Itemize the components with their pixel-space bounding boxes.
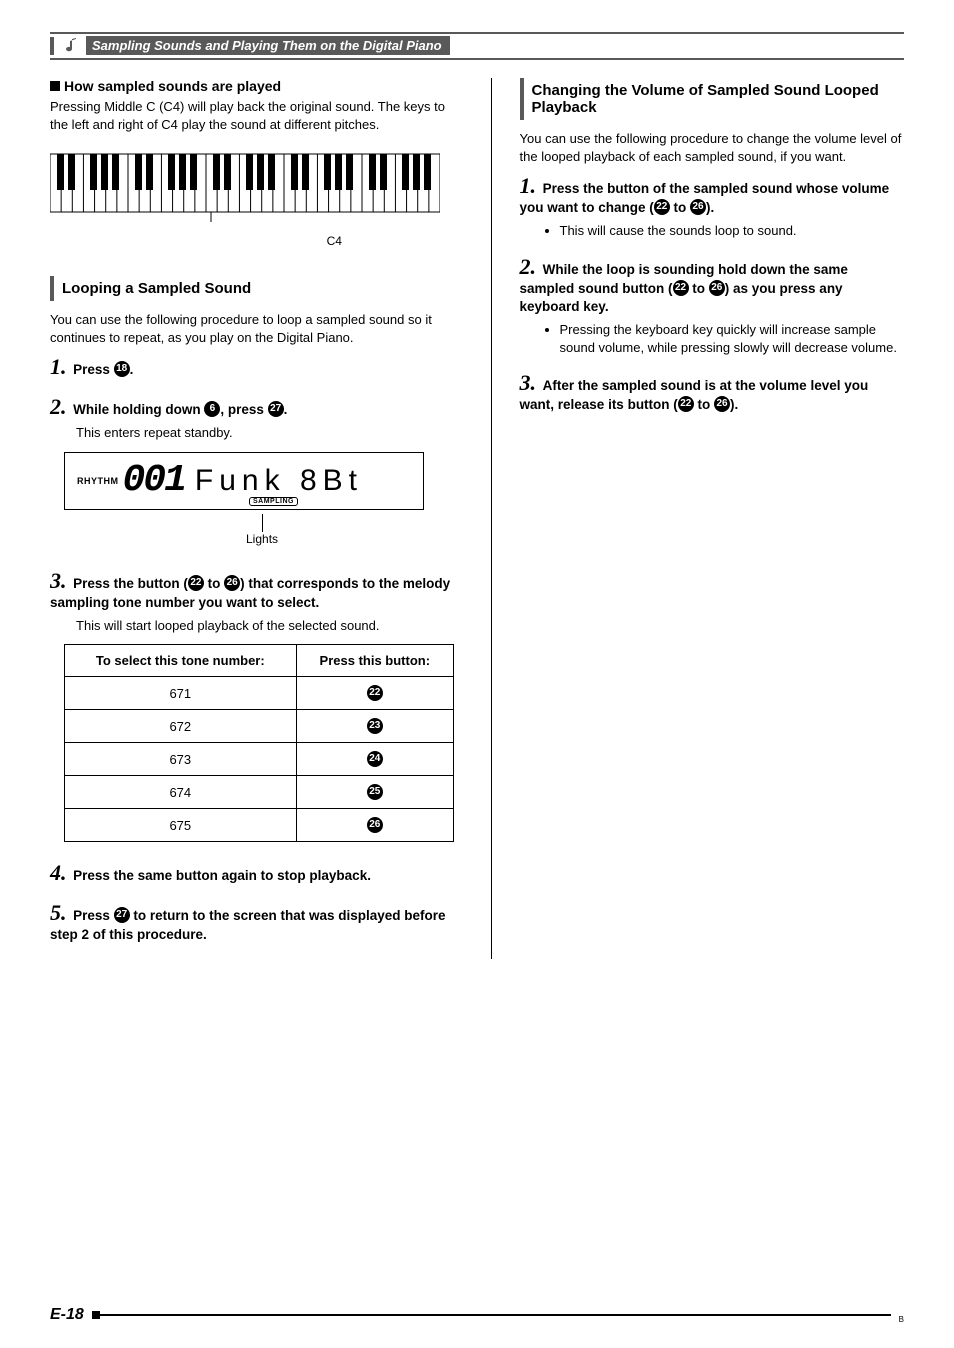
lcd-segment: 001 [123, 459, 185, 502]
bullet-item: This will cause the sounds loop to sound… [560, 222, 904, 240]
button-ref-icon: 6 [204, 401, 220, 417]
step-2: 2. While holding down 6, press 27. This … [50, 394, 463, 546]
keyboard-diagram [50, 145, 440, 233]
banner-title: Sampling Sounds and Playing Them on the … [86, 36, 450, 55]
footer-mark: B [899, 1315, 904, 1324]
table-row: 67324 [65, 743, 454, 776]
button-ref-icon: 22 [654, 199, 670, 215]
square-bullet-icon [50, 81, 60, 91]
step-1: 1. Press 18. [50, 354, 463, 380]
step-number: 4. [50, 860, 67, 885]
bullet-item: Pressing the keyboard key quickly will i… [560, 321, 904, 356]
lcd-display: RHYTHM 001 Funk 8Bt SAMPLING [64, 452, 424, 510]
button-ref-icon: 27 [114, 907, 130, 923]
page-banner: Sampling Sounds and Playing Them on the … [50, 32, 904, 60]
table-header: To select this tone number: [65, 645, 297, 677]
step-3: 3. After the sampled sound is at the vol… [520, 370, 904, 415]
footer-dot-icon [92, 1311, 100, 1319]
step-1: 1. Press the button of the sampled sound… [520, 173, 904, 239]
section-volume: Changing the Volume of Sampled Sound Loo… [520, 78, 904, 120]
c4-label: C4 [206, 234, 463, 248]
button-ref-icon: 23 [367, 718, 383, 734]
paragraph: You can use the following procedure to c… [520, 130, 904, 165]
step-number: 1. [520, 173, 537, 198]
paragraph: Pressing Middle C (C4) will play back th… [50, 98, 463, 133]
lights-label: Lights [246, 532, 463, 546]
button-ref-icon: 26 [714, 396, 730, 412]
step-number: 3. [50, 568, 67, 593]
step-4: 4. Press the same button again to stop p… [50, 860, 463, 886]
subheading-how-played: How sampled sounds are played [50, 78, 463, 94]
subheading-text: How sampled sounds are played [64, 78, 281, 94]
table-row: 67223 [65, 710, 454, 743]
lcd-sampling-indicator: SAMPLING [249, 497, 298, 506]
step-number: 3. [520, 370, 537, 395]
step-number: 1. [50, 354, 67, 379]
button-ref-icon: 25 [367, 784, 383, 800]
step-number: 2. [50, 394, 67, 419]
page-footer: E-18 B [50, 1306, 904, 1324]
table-header: Press this button: [296, 645, 453, 677]
button-ref-icon: 24 [367, 751, 383, 767]
tone-button-table: To select this tone number: Press this b… [64, 644, 454, 842]
button-ref-icon: 26 [224, 575, 240, 591]
button-ref-icon: 26 [709, 280, 725, 296]
table-row: 67122 [65, 677, 454, 710]
button-ref-icon: 27 [268, 401, 284, 417]
step-number: 5. [50, 900, 67, 925]
section-looping: Looping a Sampled Sound [50, 276, 463, 301]
banner-accent [50, 37, 54, 55]
paragraph: You can use the following procedure to l… [50, 311, 463, 346]
step-5: 5. Press 27 to return to the screen that… [50, 900, 463, 945]
lcd-rhythm-label: RHYTHM [77, 476, 119, 486]
step-3: 3. Press the button (22 to 26) that corr… [50, 568, 463, 842]
table-row: 67526 [65, 809, 454, 842]
button-ref-icon: 18 [114, 361, 130, 377]
button-ref-icon: 26 [690, 199, 706, 215]
button-ref-icon: 26 [367, 817, 383, 833]
step-2: 2. While the loop is sounding hold down … [520, 254, 904, 357]
button-ref-icon: 22 [188, 575, 204, 591]
button-ref-icon: 22 [367, 685, 383, 701]
table-row: 67425 [65, 776, 454, 809]
button-ref-icon: 22 [673, 280, 689, 296]
step-body: This enters repeat standby. [76, 424, 463, 442]
step-number: 2. [520, 254, 537, 279]
footer-rule [96, 1314, 891, 1316]
page-number: E-18 [50, 1306, 84, 1324]
music-note-icon [62, 37, 78, 55]
lights-pointer [262, 514, 263, 532]
button-ref-icon: 22 [678, 396, 694, 412]
step-body: This will start looped playback of the s… [76, 617, 463, 635]
lcd-main-text: Funk 8Bt [195, 464, 363, 498]
